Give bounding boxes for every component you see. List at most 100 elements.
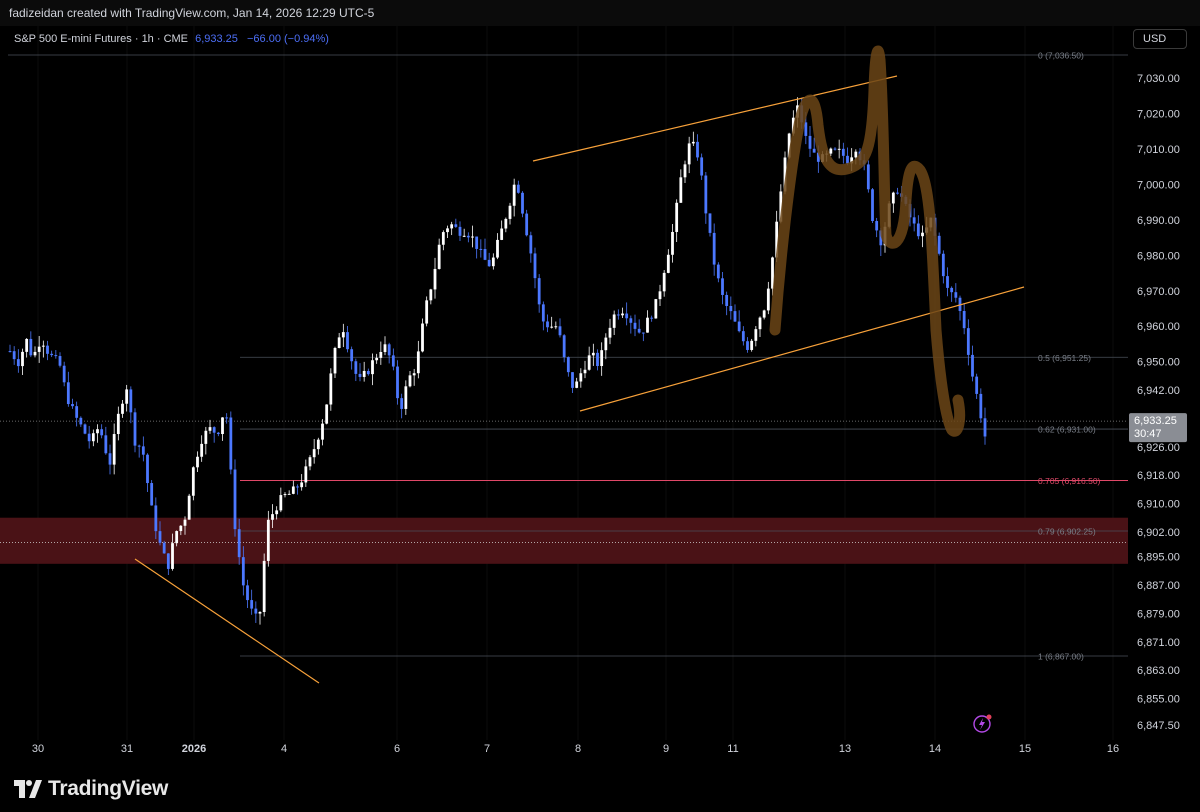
candle-body (696, 141, 699, 158)
candle-body (158, 531, 162, 543)
candle-body (87, 433, 91, 442)
candle-body (721, 278, 724, 295)
candle-body (466, 235, 470, 238)
currency-button[interactable]: USD (1133, 29, 1187, 49)
candlestick-chart[interactable]: 0 (7,036.50) 0.5 (6,951.25) 0.62 (6,931.00… (0, 26, 1200, 770)
candle-body (712, 232, 716, 265)
candle-body (133, 412, 137, 446)
candle-body (283, 494, 287, 496)
candle-body (604, 337, 608, 351)
candle-body (396, 366, 399, 399)
candle-body (975, 376, 979, 394)
candle-body (850, 157, 854, 164)
candle-body (583, 369, 587, 374)
time-tick: 2026 (182, 743, 206, 755)
candle-body (550, 326, 554, 328)
candle-body (616, 314, 620, 316)
price-tick: 6,990.00 (1137, 215, 1180, 227)
candle-body (483, 249, 487, 260)
candle-body (683, 164, 687, 178)
candle-body (554, 326, 558, 328)
candle-body (600, 350, 604, 367)
candle-body (275, 510, 279, 515)
candle-body (300, 482, 304, 488)
candle-body (204, 430, 208, 444)
candle-body (666, 254, 670, 273)
symbol-legend[interactable]: S&P 500 E-mini Futures · 1h · CME 6,933.… (14, 33, 329, 45)
time-tick: 13 (839, 743, 851, 755)
candle-body (679, 177, 683, 203)
price-tick: 6,910.00 (1137, 499, 1180, 511)
time-axis[interactable]: 30 31 2026 4 6 7 8 9 11 13 14 15 16 (32, 743, 1119, 755)
candle-body (441, 232, 445, 245)
candle-body (458, 226, 462, 236)
candle-body (129, 389, 133, 413)
candle-body (350, 349, 354, 362)
candle-body (96, 429, 99, 434)
candle-body (641, 332, 645, 334)
candle-body (162, 542, 166, 554)
candle-body (21, 351, 24, 367)
candle-body (608, 327, 612, 338)
candle-body (816, 152, 820, 162)
candle-body (379, 351, 383, 358)
candle-body (766, 288, 770, 311)
chart-area[interactable]: 0 (7,036.50) 0.5 (6,951.25) 0.62 (6,931.00… (0, 26, 1200, 770)
tradingview-logo-icon (14, 780, 42, 798)
alert-icon[interactable] (973, 714, 992, 733)
price-tick: 6,887.00 (1137, 580, 1180, 592)
candle-body (637, 328, 641, 333)
candle-body (391, 355, 395, 367)
candle-body (629, 318, 633, 323)
candle-body (208, 427, 212, 431)
candle-body (804, 122, 808, 136)
candle-body (146, 454, 149, 484)
candle-body (891, 192, 895, 204)
price-tick: 6,879.00 (1137, 608, 1180, 620)
trend-line (532, 75, 898, 162)
candle-body (100, 429, 104, 436)
trend-line (579, 286, 1025, 412)
candle-body (646, 317, 649, 333)
candle-body (671, 231, 674, 255)
candle-body (491, 257, 495, 267)
price-axis[interactable]: 7,030.00 7,020.00 7,010.00 7,000.00 6,990.00… (1137, 73, 1180, 732)
candle-body (83, 424, 87, 434)
candle-body (312, 449, 316, 458)
candle-body (375, 357, 379, 361)
candle-body (779, 191, 783, 222)
candle-body (962, 310, 966, 329)
candle-body (254, 608, 258, 614)
price-tick: 7,030.00 (1137, 73, 1180, 85)
candle-body (521, 192, 524, 214)
candle-body (116, 413, 120, 435)
candle-body (258, 611, 262, 614)
candle-body (233, 469, 237, 530)
candle-body (508, 205, 512, 219)
time-tick: 15 (1019, 743, 1031, 755)
candle-body (112, 434, 116, 465)
time-tick: 11 (727, 743, 738, 755)
candle-body (62, 365, 66, 383)
candle-body (221, 417, 224, 435)
candle-body (733, 311, 737, 322)
candle-body (471, 236, 474, 238)
candle-body (871, 189, 874, 222)
price-tick: 6,895.00 (1137, 552, 1180, 564)
fib-label: 0 (7,036.50) (1038, 51, 1084, 61)
candle-body (166, 553, 170, 569)
candle-body (533, 253, 537, 279)
candle-body (25, 338, 29, 352)
candle-body (229, 417, 233, 470)
candle-body (571, 372, 574, 388)
candle-body (400, 398, 404, 409)
candle-body (337, 337, 341, 348)
candle-body (691, 141, 695, 144)
candle-body (308, 457, 312, 467)
candle-body (700, 157, 704, 176)
fib-label: 0.79 (6,902.25) (1038, 527, 1096, 537)
price-tick: 7,020.00 (1137, 109, 1180, 121)
candle-body (762, 310, 766, 318)
price-tick: 6,926.00 (1137, 442, 1180, 454)
